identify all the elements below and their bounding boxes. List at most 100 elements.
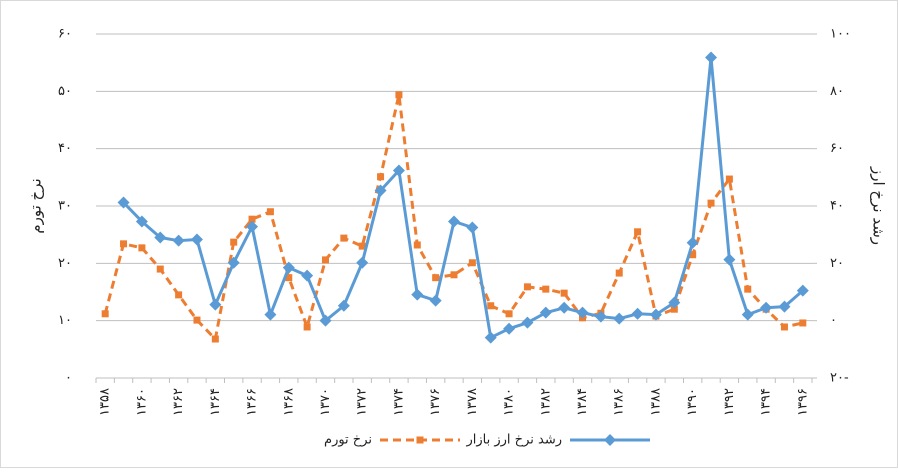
- point: [319, 314, 332, 327]
- point: [358, 242, 366, 250]
- legend-marker: [416, 436, 424, 444]
- point: [505, 310, 513, 318]
- series-line: [122, 56, 804, 340]
- point: [468, 259, 476, 267]
- point: [760, 301, 773, 314]
- x-tick-label: ۱۳۶۶: [245, 388, 260, 416]
- point: [154, 231, 167, 244]
- x-tick-label: ۱۳۹۶: [795, 388, 810, 416]
- point: [450, 271, 458, 279]
- point: [432, 274, 440, 282]
- y-tick-label: ۰: [65, 371, 72, 386]
- x-tick-label: ۱۳۹۴: [759, 388, 774, 416]
- y2-axis-title: رشد نرخ ارز: [870, 166, 888, 245]
- point: [230, 238, 238, 246]
- point: [634, 228, 642, 236]
- point: [707, 199, 715, 207]
- point: [135, 215, 148, 228]
- point: [374, 184, 387, 197]
- y-axis-title: نرخ تورم: [27, 178, 45, 233]
- point: [741, 308, 754, 321]
- y-tick-label: ۲۰: [58, 256, 72, 271]
- x-tick-label: ۱۳۸۸: [648, 388, 663, 416]
- y-tick-label: ۴۰: [58, 141, 72, 156]
- point: [521, 316, 534, 329]
- point: [487, 302, 495, 310]
- point: [395, 91, 403, 99]
- point: [340, 234, 348, 242]
- y-tick-label: ۳۰: [58, 199, 72, 214]
- point: [321, 256, 329, 264]
- point: [594, 310, 607, 323]
- legend-label: رشد نرخ ارز بازار: [466, 433, 563, 448]
- point: [264, 308, 277, 321]
- point: [266, 208, 274, 216]
- point: [778, 300, 791, 313]
- point: [448, 215, 460, 228]
- x-tick-label: ۱۳۹۲: [722, 388, 737, 416]
- series-line: [103, 93, 804, 341]
- point: [613, 312, 626, 325]
- point: [615, 269, 623, 277]
- x-tick-label: ۱۳۷۰: [318, 388, 333, 416]
- x-tick-label: ۱۳۷۴: [391, 388, 406, 416]
- point: [576, 306, 589, 319]
- x-tick-label: ۱۳۷۶: [428, 388, 443, 416]
- legend-marker: [604, 434, 616, 446]
- point: [539, 306, 552, 319]
- point: [303, 323, 311, 331]
- point: [285, 274, 293, 282]
- y2-tick-label: ۸۰: [830, 84, 844, 99]
- x-tick-label: ۱۳۶۰: [134, 388, 149, 416]
- point: [248, 215, 256, 223]
- point: [429, 294, 442, 307]
- point: [705, 51, 718, 64]
- point: [670, 305, 678, 313]
- x-tick-label: ۱۳۸۶: [612, 388, 627, 416]
- point: [484, 331, 497, 344]
- point: [796, 284, 809, 297]
- point: [356, 256, 369, 269]
- point: [117, 196, 130, 209]
- y2-tick-label: ۴۰: [830, 199, 844, 214]
- point: [120, 240, 128, 248]
- point: [156, 265, 164, 273]
- x-tick-label: ۱۳۸۴: [575, 388, 590, 416]
- point: [209, 298, 222, 311]
- x-tick-label: ۱۳۸۰: [502, 388, 517, 416]
- point: [558, 301, 571, 314]
- point: [744, 285, 752, 293]
- x-tick-label: ۱۳۸۲: [538, 388, 553, 416]
- point: [686, 236, 699, 249]
- point: [138, 244, 146, 252]
- point: [689, 251, 697, 259]
- point: [523, 283, 531, 291]
- point: [466, 221, 479, 234]
- point: [190, 233, 203, 246]
- point: [227, 256, 240, 269]
- point: [392, 164, 405, 177]
- x-tick-label: ۱۳۶۸: [281, 388, 296, 416]
- point: [101, 310, 109, 318]
- point: [780, 323, 788, 331]
- point: [560, 289, 568, 297]
- y2-tick-label: ۰: [830, 313, 837, 328]
- y-tick-label: ۵۰: [58, 84, 72, 99]
- legend-label: نرخ تورم: [324, 433, 372, 448]
- point: [211, 335, 219, 343]
- point: [411, 288, 424, 301]
- point: [172, 234, 185, 247]
- y2-tick-label: ۲۰-: [830, 371, 849, 386]
- point: [725, 175, 733, 183]
- x-tick-label: ۱۳۹۰: [685, 388, 700, 416]
- point: [799, 319, 807, 327]
- point: [723, 253, 736, 266]
- x-tick-label: ۱۳۷۸: [465, 388, 480, 416]
- y2-tick-label: ۶۰: [830, 141, 844, 156]
- point: [668, 296, 681, 309]
- x-tick-label: ۱۳۶۲: [171, 388, 186, 416]
- point: [503, 322, 516, 335]
- x-tick-label: ۱۳۶۴: [208, 388, 223, 416]
